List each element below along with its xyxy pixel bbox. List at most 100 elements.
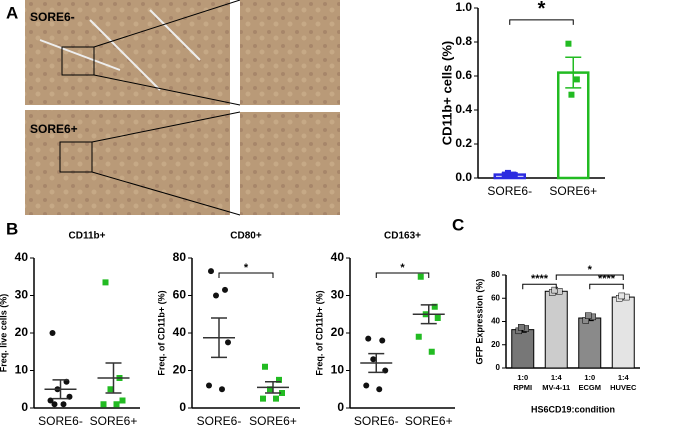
point	[119, 397, 126, 404]
y-tick-label: 60	[173, 288, 187, 302]
y-tick-label: 0.0	[455, 170, 472, 184]
point	[100, 401, 107, 408]
point	[565, 40, 572, 47]
point	[379, 337, 386, 344]
point	[510, 171, 517, 178]
bar	[544, 290, 568, 369]
y-tick-label: 20	[15, 325, 29, 339]
significance-bracket	[509, 19, 574, 25]
micrograph-inset	[240, 112, 340, 215]
point	[370, 356, 377, 363]
error-bar	[565, 56, 582, 89]
x-tick-label: 1:4	[618, 373, 630, 382]
significance-bracket	[589, 283, 624, 290]
image-label: SORE6+	[30, 122, 78, 136]
point	[434, 315, 441, 321]
y-tick-label: 0.2	[455, 136, 472, 150]
error-bar	[368, 352, 385, 374]
x-tick-label: SORE6+	[90, 414, 138, 428]
x-axis-label: HS6CD19:condition	[531, 404, 615, 414]
zoom-box	[59, 141, 93, 173]
x-tick-label: SORE6-	[38, 414, 83, 428]
tissue-lines	[39, 9, 201, 91]
point	[573, 76, 580, 83]
y-tick-label: 0.4	[455, 102, 472, 116]
point	[276, 376, 282, 383]
point	[213, 292, 219, 299]
significance-bracket	[375, 272, 430, 278]
point	[431, 303, 438, 310]
error-bar	[420, 304, 437, 325]
x-tick-label: 1:4	[551, 373, 563, 382]
x-tick-label: 1:0	[517, 373, 528, 382]
zoom-lines	[91, 111, 241, 216]
point	[60, 401, 67, 408]
chart-title: CD11b+	[69, 231, 106, 242]
y-tick-label: 60	[491, 293, 500, 302]
y-tick-label: 30	[15, 288, 29, 302]
point	[267, 386, 273, 393]
panel-letter: A	[6, 3, 18, 22]
y-tick-label: 0	[496, 363, 501, 372]
significance-bracket	[522, 283, 557, 290]
x-tick-label: HUVEC	[610, 383, 637, 392]
point	[415, 333, 422, 340]
point	[518, 324, 525, 331]
zoom-box	[61, 46, 95, 76]
y-tick-label: 20	[491, 340, 500, 349]
point	[49, 330, 56, 336]
point	[585, 312, 592, 319]
y-axis-label: CD11b+ cells (%)	[439, 41, 454, 145]
y-tick-label: 0	[337, 400, 344, 414]
x-tick-label: 1:0	[584, 373, 595, 382]
chart-title: CD80+	[230, 231, 262, 242]
x-tick-label: SORE6-	[487, 184, 532, 198]
point	[417, 273, 424, 280]
x-tick-label: SORE6+	[549, 184, 597, 198]
significance-bracket	[555, 274, 624, 280]
significance-label: *	[400, 262, 405, 274]
error-bar	[105, 362, 122, 394]
panel-letter: C	[452, 215, 464, 234]
bar	[611, 296, 635, 369]
point	[618, 292, 625, 300]
image-label: SORE6-	[30, 10, 75, 24]
y-tick-label: 80	[173, 250, 187, 264]
point	[273, 395, 279, 402]
panel-letter: B	[6, 219, 18, 238]
y-axis-label: Freq. of CD11b+ (%)	[156, 290, 166, 375]
point	[262, 363, 268, 370]
y-axis-label: GFP Expression (%)	[474, 279, 484, 365]
point	[113, 401, 120, 408]
significance-label: *	[588, 264, 593, 276]
significance-label: *	[244, 262, 249, 274]
y-tick-label: 20	[331, 325, 345, 339]
y-axis-label: Freq. live cells (%)	[0, 294, 8, 373]
significance-label: ****	[531, 273, 549, 285]
x-tick-label: SORE6-	[197, 414, 242, 428]
y-tick-label: 80	[491, 270, 500, 279]
error-bar	[265, 381, 281, 394]
y-tick-label: 40	[15, 250, 29, 264]
y-tick-label: 1.0	[455, 0, 472, 14]
error-bar	[52, 379, 69, 400]
point	[260, 395, 266, 402]
y-tick-label: 40	[331, 250, 345, 264]
y-axis-label: Freq. of CD11b+ (%)	[314, 290, 324, 375]
point	[107, 386, 114, 393]
significance-label: ****	[598, 273, 616, 285]
x-tick-label: ECGM	[579, 383, 602, 392]
point	[376, 386, 383, 393]
micrograph	[25, 0, 230, 105]
y-tick-label: 10	[331, 363, 345, 377]
point	[363, 382, 370, 389]
y-tick-label: 40	[491, 317, 500, 326]
point	[504, 169, 511, 176]
y-tick-label: 0	[179, 400, 186, 414]
point	[51, 401, 58, 408]
point	[428, 348, 435, 355]
micrograph-inset	[240, 0, 340, 105]
x-tick-label: RPMI	[513, 383, 532, 392]
y-tick-label: 0.8	[455, 34, 472, 48]
